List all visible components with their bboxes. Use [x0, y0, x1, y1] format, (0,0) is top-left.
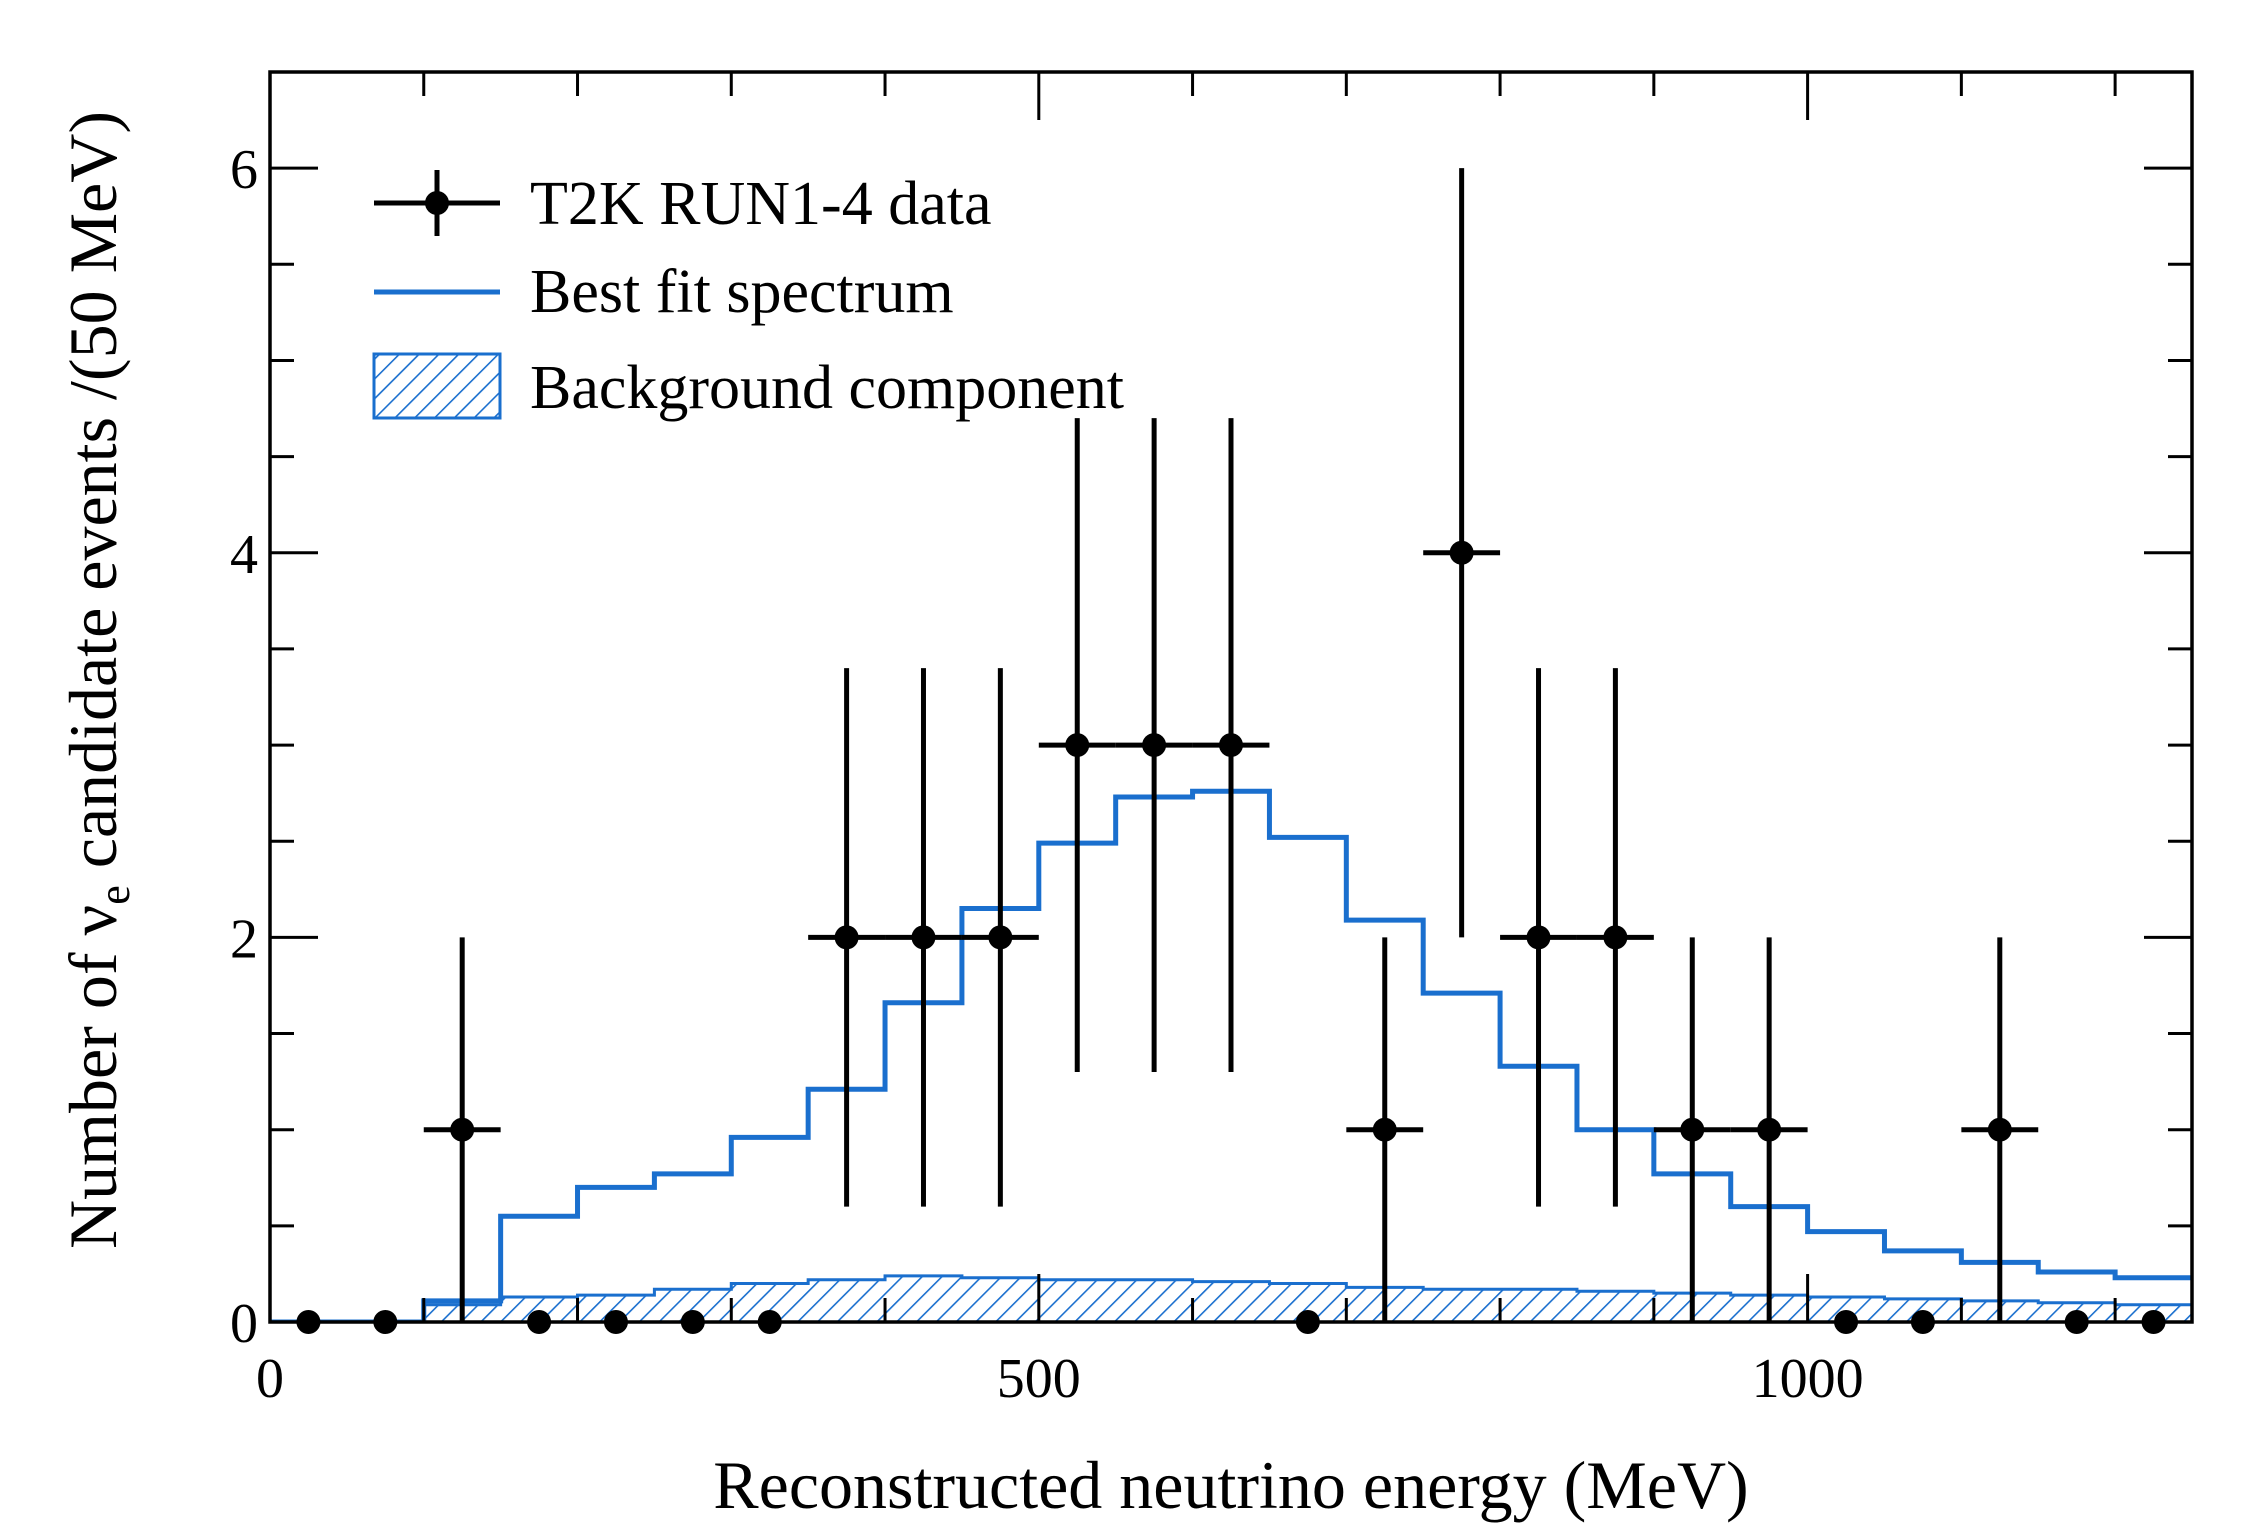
legend-marker-data	[374, 170, 500, 236]
legend-label-data: T2K RUN1-4 data	[530, 170, 991, 238]
data-point	[1576, 668, 1654, 1207]
data-marker	[1219, 733, 1243, 758]
data-marker	[1603, 925, 1628, 950]
data-point	[1423, 168, 1501, 938]
fit-step-line	[270, 788, 2192, 1322]
data-marker	[1680, 1117, 1705, 1142]
data-point	[1038, 418, 1116, 1072]
background-component-area	[270, 1274, 2192, 1322]
data-point	[1192, 418, 1270, 1072]
legend-label-background: Background component	[530, 354, 1124, 422]
x-tick-label: 0	[256, 1348, 284, 1410]
data-marker	[450, 1117, 475, 1142]
x-tick-label: 500	[997, 1348, 1081, 1410]
y-axis-label: Number of νe candidate events /(50 MeV)	[55, 111, 139, 1249]
legend-label-fit: Best fit spectrum	[530, 258, 954, 326]
data-marker	[1372, 1117, 1397, 1142]
data-marker	[1757, 1117, 1782, 1142]
data-point	[1653, 937, 1731, 1322]
data-point	[423, 937, 501, 1322]
axis-ticks	[268, 70, 2192, 1324]
data-point	[885, 668, 962, 1207]
data-marker	[1065, 733, 1090, 758]
data-marker	[1449, 540, 1474, 565]
data-point	[1346, 937, 1424, 1322]
y-tick-label: 0	[230, 1293, 258, 1355]
nu-symbol: ν	[55, 905, 131, 936]
y-axis-label-suffix: candidate events /(50 MeV)	[55, 111, 131, 885]
data-point	[1500, 668, 1577, 1207]
data-point	[1115, 418, 1193, 1072]
x-tick-label: 1000	[1752, 1348, 1864, 1410]
data-point	[961, 668, 1039, 1207]
y-tick-label: 6	[230, 139, 258, 201]
legend-marker-background	[372, 352, 502, 420]
legend: T2K RUN1-4 data Best fit spectrum Backgr…	[372, 170, 1124, 422]
data-point	[1730, 937, 1808, 1322]
data-marker	[988, 925, 1013, 950]
y-axis-label-prefix: Number of	[55, 935, 131, 1248]
y-axis-label-subscript: e	[90, 885, 139, 905]
background-area	[270, 1274, 2192, 1322]
data-marker	[834, 925, 859, 950]
data-marker	[1987, 1117, 2012, 1142]
y-tick-label: 4	[230, 524, 258, 586]
data-point	[1961, 937, 2039, 1322]
data-marker	[1526, 925, 1551, 950]
y-tick-label: 2	[230, 908, 258, 970]
data-points-layer	[296, 168, 2166, 1334]
best-fit-spectrum-line	[270, 788, 2192, 1322]
data-marker	[911, 925, 936, 950]
plot-frame	[268, 70, 2194, 1324]
data-point	[808, 668, 886, 1207]
data-marker	[1142, 733, 1167, 758]
x-axis-label: Reconstructed neutrino energy (MeV)	[713, 1447, 1748, 1523]
